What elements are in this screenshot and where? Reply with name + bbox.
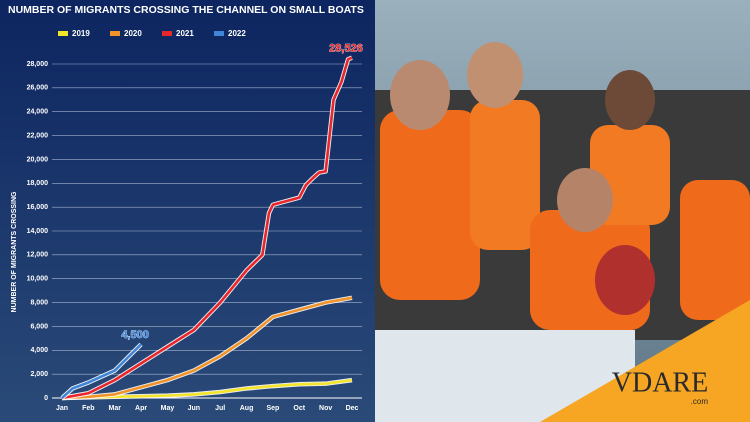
- logo-domain: .com: [691, 397, 709, 406]
- y-tick-label: 8,000: [30, 299, 48, 306]
- legend-label: 2022: [228, 29, 246, 38]
- photo: [375, 0, 750, 422]
- series-line: [61, 296, 353, 400]
- x-tick-label: Jun: [188, 405, 200, 412]
- legend-label: 2020: [124, 29, 142, 38]
- series-line: [61, 343, 143, 399]
- y-tick-label: 2,000: [30, 371, 48, 378]
- series-line: [61, 56, 353, 400]
- y-tick-label: 28,000: [27, 61, 49, 68]
- legend-label: 2019: [72, 29, 90, 38]
- y-tick-label: 16,000: [27, 204, 49, 211]
- y-tick-label: 20,000: [27, 156, 49, 163]
- legend-label: 2021: [176, 29, 194, 38]
- y-tick-label: 18,000: [27, 180, 49, 187]
- legend-swatch: [110, 31, 120, 36]
- y-tick-label: 26,000: [27, 85, 49, 92]
- x-tick-label: Jul: [215, 405, 225, 412]
- chart-title: NUMBER OF MIGRANTS CROSSING THE CHANNEL …: [8, 4, 364, 16]
- x-tick-label: Feb: [82, 405, 94, 412]
- data-label: 28,526: [329, 43, 363, 55]
- x-tick-label: Mar: [109, 405, 122, 412]
- x-tick-label: May: [161, 405, 175, 412]
- y-tick-label: 10,000: [27, 276, 49, 283]
- x-tick-label: Nov: [319, 405, 332, 412]
- y-tick-label: 0: [44, 395, 48, 402]
- legend-swatch: [214, 31, 224, 36]
- legend-swatch: [162, 31, 172, 36]
- y-tick-label: 24,000: [27, 109, 49, 116]
- y-tick-label: 6,000: [30, 323, 48, 330]
- y-tick-label: 4,000: [30, 347, 48, 354]
- logo: VDARE: [612, 367, 708, 398]
- legend-swatch: [58, 31, 68, 36]
- x-tick-label: Sep: [266, 405, 279, 412]
- y-tick-label: 12,000: [27, 252, 49, 259]
- y-tick-label: 14,000: [27, 228, 49, 235]
- x-tick-label: Apr: [135, 405, 147, 412]
- x-tick-label: Oct: [293, 405, 305, 412]
- chart-background: [0, 0, 375, 422]
- data-label: 4,500: [121, 329, 149, 341]
- x-tick-label: Aug: [240, 405, 254, 412]
- x-tick-label: Dec: [346, 405, 359, 412]
- y-tick-label: 22,000: [27, 132, 49, 139]
- x-tick-label: Jan: [56, 405, 68, 412]
- y-axis-label: NUMBER OF MIGRANTS CROSSING: [11, 191, 18, 313]
